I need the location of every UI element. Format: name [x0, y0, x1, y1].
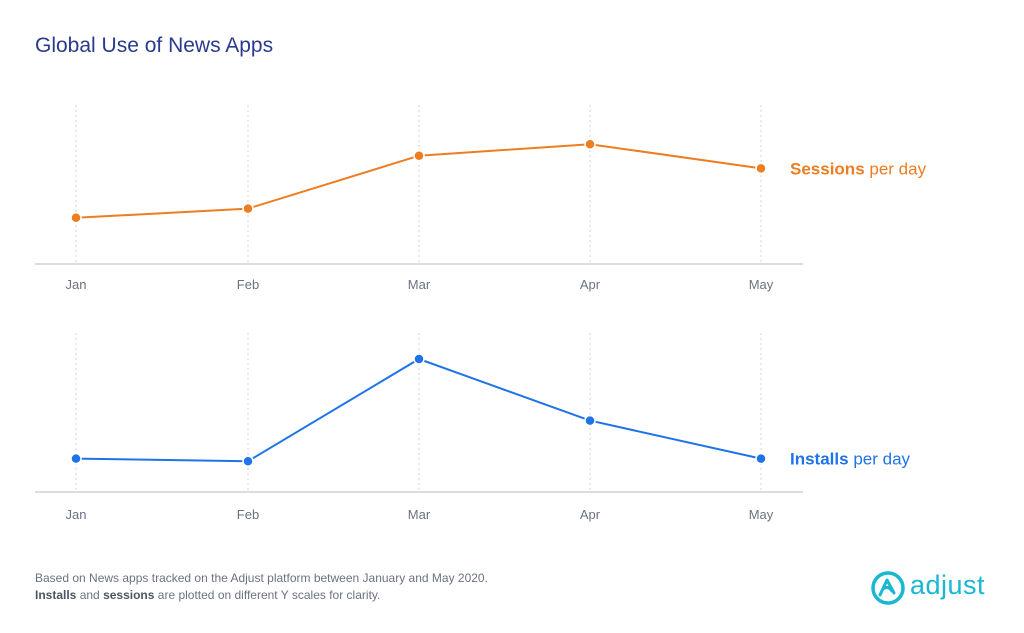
x-tick-label-apr: Apr [580, 507, 601, 522]
adjust-logo: adjust [870, 568, 995, 608]
sessions-point-jan [70, 212, 82, 224]
sessions-point-may [755, 162, 767, 175]
legend-sessions: Sessions per day [790, 159, 927, 178]
installs-point-mar [413, 353, 425, 365]
x-tick-label-mar: Mar [408, 277, 431, 292]
x-tick-label-may: May [749, 277, 774, 292]
x-tick-label-may: May [749, 507, 774, 522]
chart-title: Global Use of News Apps [35, 34, 274, 57]
footnote-and: and [76, 588, 104, 602]
legend-installs-suffix: per day [849, 450, 911, 469]
x-tick-label-jan: Jan [66, 277, 87, 292]
footnote-rest: are plotted on different Y scales for cl… [154, 588, 381, 602]
legend-installs: Installs per day [790, 450, 911, 469]
installs-point-jan [70, 452, 82, 465]
legend-sessions-suffix: per day [865, 159, 927, 178]
legend-installs-bold: Installs [790, 450, 849, 469]
adjust-logo-text: adjust [910, 570, 986, 600]
x-tick-label-mar: Mar [408, 507, 431, 522]
legend-sessions-bold: Sessions [790, 159, 865, 178]
x-tick-label-feb: Feb [237, 507, 259, 522]
footnote: Based on News apps tracked on the Adjust… [35, 570, 488, 604]
footnote-line-1: Based on News apps tracked on the Adjust… [35, 571, 488, 585]
x-tick-label-jan: Jan [66, 507, 87, 522]
installs-point-may [755, 452, 767, 465]
adjust-logo-icon [871, 571, 905, 605]
x-tick-label-feb: Feb [237, 277, 259, 292]
sessions-point-feb [242, 202, 254, 215]
installs-point-feb [242, 455, 254, 467]
sessions-panel: Jan Feb Mar Apr May Sessions per day [35, 105, 927, 292]
footnote-line-2: Installs and sessions are plotted on dif… [35, 587, 488, 604]
x-tick-label-apr: Apr [580, 277, 601, 292]
sessions-point-apr [584, 138, 596, 150]
installs-point-apr [584, 414, 596, 427]
footnote-installs: Installs [35, 588, 77, 602]
footnote-sessions: sessions [103, 588, 155, 602]
sessions-point-mar [413, 149, 425, 162]
installs-panel: Jan Feb Mar Apr May Installs per day [35, 333, 911, 522]
